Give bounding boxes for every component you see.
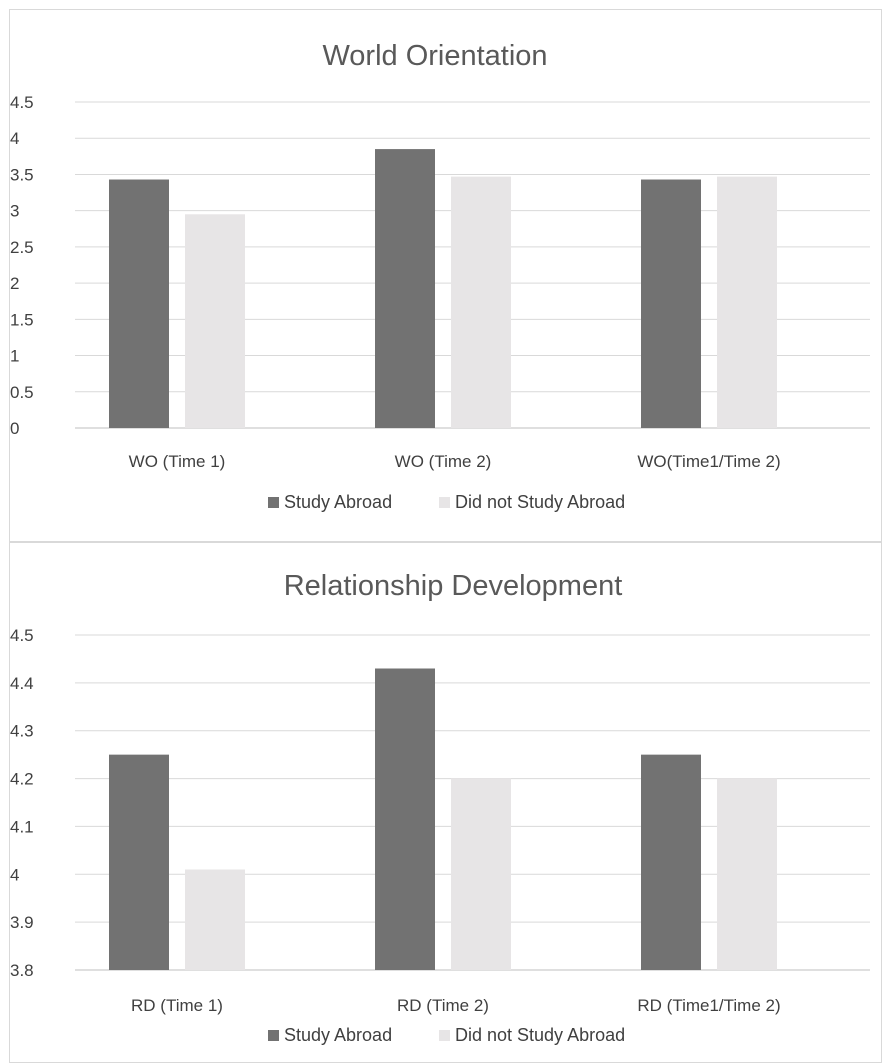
y-tick-label: 4.1: [10, 817, 34, 836]
legend-label-did-not-study-abroad: Did not Study Abroad: [455, 492, 625, 512]
bars: [109, 149, 777, 429]
legend-swatch-did-not-study-abroad: [439, 1030, 450, 1041]
chart-title: World Orientation: [322, 40, 547, 72]
x-categories: WO (Time 1) WO (Time 2) WO(Time1/Time 2): [129, 452, 781, 471]
bar-did-not-study-abroad: [451, 176, 511, 428]
y-tick-label: 1.5: [10, 310, 34, 329]
x-category-label: WO (Time 1): [129, 452, 226, 471]
bar-did-not-study-abroad: [451, 778, 511, 970]
bar-did-not-study-abroad: [185, 214, 245, 428]
y-tick-label: 2: [10, 274, 19, 293]
x-category-label: WO(Time1/Time 2): [637, 452, 780, 471]
chart-title: Relationship Development: [284, 570, 623, 602]
legend-label-study-abroad: Study Abroad: [284, 1025, 392, 1045]
x-category-label: RD (Time 1): [131, 996, 223, 1015]
bar-study-abroad: [641, 179, 701, 428]
x-category-label: WO (Time 2): [395, 452, 492, 471]
y-tick-label: 3: [10, 202, 19, 221]
x-categories: RD (Time 1) RD (Time 2) RD (Time1/Time 2): [131, 996, 781, 1015]
y-tick-label: 0.5: [10, 383, 34, 402]
bar-did-not-study-abroad: [185, 869, 245, 970]
bar-did-not-study-abroad: [717, 176, 777, 428]
legend-swatch-did-not-study-abroad: [439, 497, 450, 508]
legend-label-did-not-study-abroad: Did not Study Abroad: [455, 1025, 625, 1045]
y-tick-label: 4.4: [10, 674, 34, 693]
legend: Study Abroad Did not Study Abroad: [268, 492, 625, 512]
y-tick-label: 4.5: [10, 93, 34, 112]
y-tick-label: 3.9: [10, 913, 34, 932]
y-tick-label: 2.5: [10, 238, 34, 257]
bar-study-abroad: [641, 754, 701, 970]
y-tick-label: 3.5: [10, 165, 34, 184]
chart-svg-relationship-development: Relationship Development 4.5 4.4 4.3 4.2 4.1…: [10, 570, 870, 1045]
legend-swatch-study-abroad: [268, 497, 279, 508]
y-tick-label: 1: [10, 347, 19, 366]
x-category-label: RD (Time 2): [397, 996, 489, 1015]
bar-study-abroad: [375, 149, 435, 429]
y-ticks: 4.5 4.4 4.3 4.2 4.1 4 3.9 3.8: [10, 626, 34, 980]
legend-swatch-study-abroad: [268, 1030, 279, 1041]
y-tick-label: 3.8: [10, 961, 34, 980]
y-tick-label: 4: [10, 865, 19, 884]
y-tick-label: 0: [10, 419, 19, 438]
y-ticks: 4.5 4 3.5 3 2.5 2 1.5 1 0.5 0: [10, 93, 34, 438]
y-tick-label: 4.2: [10, 770, 34, 789]
bars: [109, 668, 777, 970]
chart-panel-world-orientation: World Orientation 4.5 4 3.5 3 2.5 2 1.5 1 0.5 0 W…: [9, 9, 882, 542]
bar-study-abroad: [375, 668, 435, 970]
chart-panel-relationship-development: Relationship Development 4.5 4.4 4.3 4.2 4.1…: [9, 542, 882, 1063]
bar-did-not-study-abroad: [717, 778, 777, 970]
y-tick-label: 4.5: [10, 626, 34, 645]
legend: Study Abroad Did not Study Abroad: [268, 1025, 625, 1045]
y-tick-label: 4.3: [10, 722, 34, 741]
x-category-label: RD (Time1/Time 2): [637, 996, 780, 1015]
bar-study-abroad: [109, 179, 169, 428]
chart-svg-world-orientation: World Orientation 4.5 4 3.5 3 2.5 2 1.5 1 0.5 0 W…: [10, 40, 870, 512]
bar-study-abroad: [109, 754, 169, 970]
legend-label-study-abroad: Study Abroad: [284, 492, 392, 512]
y-tick-label: 4: [10, 129, 19, 148]
